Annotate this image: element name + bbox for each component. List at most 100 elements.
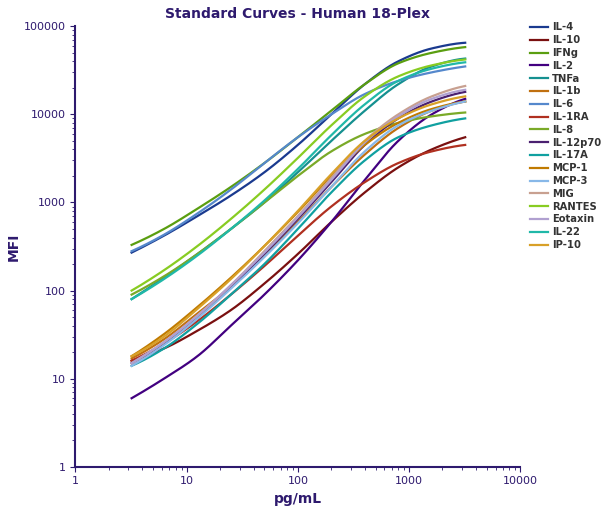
- IL-1RA: [332, 200, 339, 206]
- MCP-1: [409, 113, 416, 119]
- IL-10: [332, 215, 339, 221]
- IL-4: [128, 249, 135, 255]
- MCP-3: [461, 98, 469, 105]
- IP-10: [129, 352, 136, 359]
- Eotaxin: [129, 360, 136, 366]
- IL-1b: [326, 185, 334, 191]
- Eotaxin: [409, 105, 416, 111]
- IL-4: [461, 40, 469, 46]
- Eotaxin: [326, 178, 334, 184]
- IL-8: [129, 291, 136, 297]
- Line: IL-1RA: IL-1RA: [131, 145, 465, 361]
- RANTES: [325, 124, 333, 130]
- IL-12p70: [461, 89, 469, 95]
- Y-axis label: MFI: MFI: [7, 232, 21, 261]
- X-axis label: pg/mL: pg/mL: [274, 492, 322, 506]
- IL-1RA: [325, 205, 333, 211]
- IL-6: [129, 248, 136, 254]
- IL-22: [332, 128, 339, 134]
- MCP-3: [128, 363, 135, 369]
- IL-17A: [128, 363, 135, 369]
- TNFa: [129, 295, 136, 302]
- IL-10: [325, 221, 333, 227]
- IL-17A: [325, 192, 333, 198]
- IL-17A: [129, 362, 136, 368]
- MIG: [129, 360, 136, 366]
- IL-8: [430, 113, 438, 119]
- Line: IFNg: IFNg: [131, 47, 465, 245]
- Line: IL-8: IL-8: [131, 112, 465, 294]
- MIG: [461, 83, 469, 89]
- MIG: [332, 170, 339, 176]
- MCP-3: [332, 179, 339, 185]
- Eotaxin: [332, 172, 339, 178]
- IL-22: [430, 65, 438, 71]
- IL-6: [128, 248, 135, 254]
- Eotaxin: [325, 180, 333, 186]
- Line: TNFa: TNFa: [131, 58, 465, 299]
- MCP-3: [430, 107, 438, 113]
- IP-10: [325, 173, 333, 180]
- IL-1b: [409, 116, 416, 123]
- IL-4: [332, 107, 339, 113]
- IL-8: [325, 150, 333, 156]
- MCP-1: [461, 98, 469, 105]
- Line: Eotaxin: Eotaxin: [131, 90, 465, 363]
- Line: IL-10: IL-10: [131, 137, 465, 361]
- IL-22: [326, 133, 334, 140]
- IFNg: [129, 241, 136, 247]
- RANTES: [409, 68, 416, 74]
- IL-8: [409, 116, 416, 123]
- Line: IL-6: IL-6: [131, 67, 465, 251]
- Line: IL-22: IL-22: [131, 62, 465, 299]
- RANTES: [332, 118, 339, 124]
- IL-1b: [461, 98, 469, 105]
- IL-4: [129, 249, 136, 255]
- IL-10: [128, 358, 135, 364]
- TNFa: [325, 140, 333, 146]
- IL-2: [409, 125, 416, 131]
- Line: MCP-1: MCP-1: [131, 102, 465, 356]
- IL-4: [326, 112, 334, 119]
- IL-10: [409, 156, 416, 162]
- IL-6: [326, 112, 334, 118]
- MIG: [325, 177, 333, 184]
- IL-17A: [326, 190, 334, 196]
- IL-6: [409, 74, 416, 80]
- IL-12p70: [326, 180, 334, 186]
- Line: IL-2: IL-2: [131, 99, 465, 398]
- IL-1RA: [326, 204, 334, 210]
- TNFa: [332, 134, 339, 140]
- RANTES: [430, 62, 438, 68]
- IL-17A: [430, 122, 438, 128]
- IL-22: [128, 296, 135, 302]
- IL-1b: [128, 356, 135, 362]
- IL-10: [430, 145, 438, 151]
- MCP-1: [325, 175, 333, 181]
- IL-4: [325, 113, 333, 120]
- MCP-3: [129, 362, 136, 368]
- RANTES: [129, 287, 136, 293]
- IL-8: [326, 149, 334, 155]
- MCP-1: [129, 352, 136, 359]
- TNFa: [326, 139, 334, 145]
- IL-1RA: [430, 148, 438, 154]
- IFNg: [409, 55, 416, 61]
- IL-2: [129, 394, 136, 401]
- MCP-3: [325, 186, 333, 192]
- Line: MCP-3: MCP-3: [131, 102, 465, 366]
- Eotaxin: [461, 87, 469, 93]
- IL-1b: [129, 354, 136, 361]
- IFNg: [128, 242, 135, 248]
- RANTES: [128, 287, 135, 293]
- IL-22: [409, 72, 416, 78]
- MIG: [409, 103, 416, 109]
- IL-12p70: [129, 360, 136, 366]
- Title: Standard Curves - Human 18-Plex: Standard Curves - Human 18-Plex: [165, 7, 430, 21]
- IL-1b: [325, 186, 333, 192]
- IL-4: [430, 45, 438, 51]
- IL-6: [430, 69, 438, 75]
- IL-10: [326, 220, 334, 226]
- IFNg: [326, 109, 334, 115]
- IL-6: [461, 64, 469, 70]
